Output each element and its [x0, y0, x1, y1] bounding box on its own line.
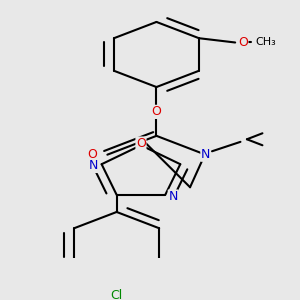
Text: O: O: [136, 137, 146, 150]
Text: Cl: Cl: [110, 290, 123, 300]
Text: N: N: [201, 148, 210, 161]
Text: O: O: [152, 105, 161, 119]
Text: N: N: [168, 190, 178, 203]
Text: O: O: [238, 36, 248, 49]
Text: CH₃: CH₃: [256, 38, 277, 47]
Text: O: O: [87, 148, 97, 161]
Text: N: N: [89, 159, 99, 172]
